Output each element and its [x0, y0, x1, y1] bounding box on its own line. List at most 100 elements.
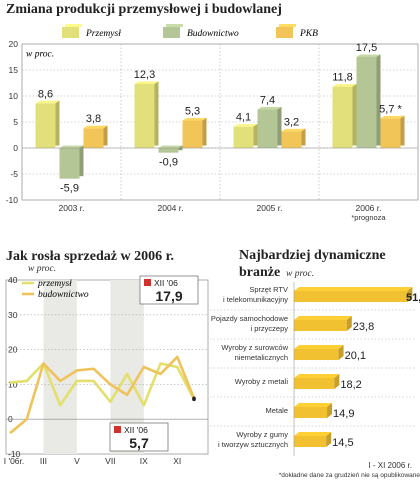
chart1-bar-top	[257, 107, 282, 110]
chart1-value-label: 7,4	[260, 95, 275, 107]
chart1-bar	[182, 120, 203, 148]
chart1-bar	[59, 148, 80, 179]
chart1-legend-label: PKB	[299, 29, 318, 39]
chart1-category-label: 2006 r.	[356, 203, 382, 213]
chart2-legend-label: przemysł	[37, 279, 72, 289]
chart2-ytick: 40	[8, 275, 18, 285]
chart2-xtick: IX	[140, 456, 148, 466]
chart2-callout-value: 5,7	[129, 435, 149, 451]
chart3-bar-side	[327, 403, 333, 418]
chart1-ytick: -10	[6, 195, 19, 205]
chart1-bar	[380, 118, 401, 148]
chart1-bar-side	[55, 100, 60, 146]
chart1-bar-top	[134, 81, 159, 85]
chart1-bar-top	[356, 54, 381, 57]
chart1-ytick: -5	[10, 169, 18, 179]
chart1-category-label: 2003 r.	[59, 203, 85, 213]
chart2-legend-label: budownictwo	[38, 290, 89, 300]
chart3-bar-side	[346, 316, 352, 331]
chart3-bar-top	[294, 403, 333, 407]
chart3-value-label: 20,1	[345, 350, 366, 362]
chart1-legend-swatch	[62, 27, 79, 38]
chart1-bar	[356, 57, 377, 148]
chart1-bar-top	[83, 125, 108, 129]
chart3-value-label: 23,8	[353, 321, 374, 333]
chart1-value-label: 5,3	[185, 105, 200, 117]
chart1-ytick: 20	[9, 39, 19, 49]
chart3-bar-top	[294, 374, 340, 378]
chart3-value-label: 51,1	[406, 292, 420, 304]
chart3-bar-top	[294, 316, 352, 320]
chart1-ytick: 0	[13, 143, 18, 153]
chart1-bar-side	[277, 107, 282, 146]
chart3-ylabel: w proc.	[286, 269, 315, 279]
chart3-value-label: 14,5	[332, 437, 353, 449]
chart1-bar-side	[253, 124, 258, 146]
chart3-bar-side	[326, 432, 332, 447]
chart2-xtick: V	[74, 456, 80, 466]
chart3-category-label: i telekomunikacyjny	[223, 295, 288, 304]
chart3-bar-side	[407, 287, 413, 302]
chart1-bar-side	[400, 115, 405, 146]
chart1-legend-label: Przemysł	[85, 29, 121, 39]
chart3-category-label: Pojazdy samochodowe	[211, 314, 288, 323]
chart3-category-label: niemetalicznych	[235, 353, 288, 362]
chart1-value-label: 3,8	[86, 113, 101, 125]
chart1-value-label: 17,5	[356, 42, 377, 54]
chart3-bar-side	[334, 374, 340, 389]
chart2-ytick: -10	[8, 449, 21, 459]
chart1-bar	[233, 126, 254, 148]
chart3-title-line2: branże	[239, 265, 281, 280]
chart1-svg: 20 15 10 5 0 -5 -10 w proc. Przemysł Budownictwo P…	[6, 24, 419, 222]
chart3-category-label: Wyroby z metali	[235, 377, 289, 386]
chart3-bar-top	[294, 345, 344, 349]
chart2-series-line	[9, 355, 196, 435]
chart1-ytick: 15	[9, 65, 19, 75]
chart1-bar-top	[380, 115, 405, 119]
chart1-legend-swatch-top	[166, 24, 183, 27]
chart2-ytick: 10	[8, 379, 18, 389]
chart1-bar-top	[59, 145, 84, 148]
chart2-band	[43, 280, 77, 454]
chart3-bar	[294, 407, 328, 418]
chart2-xtick: XI	[173, 456, 181, 466]
chart1-value-label: -0,9	[159, 157, 178, 169]
chart1-ytick: 10	[9, 91, 19, 101]
chart1-bar-top	[35, 100, 60, 104]
chart3-category-label: i tworzyw sztucznych	[218, 440, 288, 449]
chart1-bar-top	[281, 128, 306, 132]
chart1-value-label: 4,1	[236, 112, 251, 124]
chart1-bar-side	[202, 117, 207, 146]
chart1-bar-side	[352, 84, 357, 146]
chart3-period: I - XI 2006 r.	[368, 461, 412, 470]
chart1-ytick: 5	[13, 117, 18, 127]
chart2-callout-marker	[114, 426, 121, 433]
chart1-bar-side	[154, 81, 159, 146]
chart3-value-label: 14,9	[333, 408, 354, 420]
chart3-category-label: i przyczepy	[250, 324, 288, 333]
chart1-bar-side	[376, 54, 381, 146]
chart1-ylabel: w proc.	[26, 49, 54, 59]
chart1-bar-top	[158, 145, 183, 148]
chart2-xtick: I '06r.	[4, 456, 25, 466]
chart2-callout-label: XII '06	[124, 425, 148, 435]
chart1-bar	[35, 103, 56, 148]
chart1-value-label: 11,8	[332, 72, 353, 84]
chart2-ylabel: w proc.	[28, 264, 57, 274]
chart1-bar-side	[103, 125, 108, 146]
chart1-bar-side	[79, 145, 84, 177]
chart1-bar-top	[182, 117, 207, 121]
chart1-legend-swatch	[276, 27, 293, 38]
chart1-bar-side	[301, 128, 306, 146]
chart3-value-label: 18,2	[340, 379, 361, 391]
chart1-legend-swatch	[163, 27, 180, 38]
chart1-bar	[257, 109, 278, 148]
chart3-footnote: *dokładne dane za grudzień nie są opubli…	[279, 472, 420, 479]
chart1-title: Zmiana produkcji przemysłowej i budowlan…	[6, 2, 282, 17]
chart2-endpoint	[192, 396, 196, 401]
chart2-callout-marker	[144, 279, 151, 286]
chart3-bar-top	[294, 432, 332, 436]
chart3-bar	[294, 349, 339, 360]
chart2-title: Jak rosła sprzedaż w 2006 r.	[6, 249, 174, 264]
